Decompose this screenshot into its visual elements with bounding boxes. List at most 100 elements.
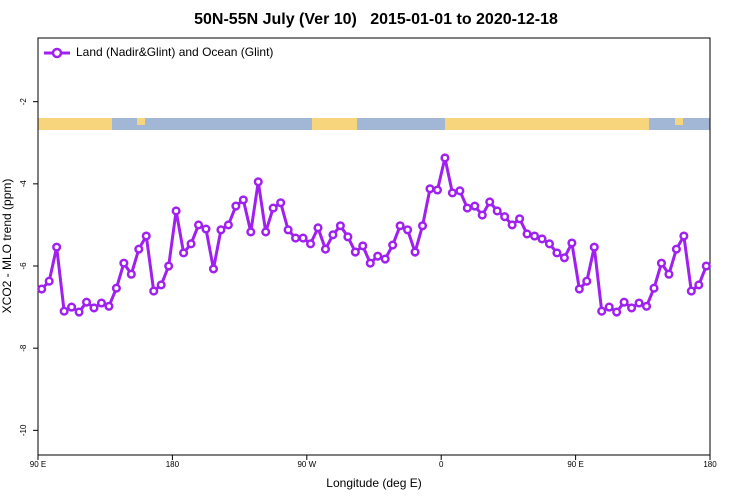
data-point xyxy=(149,286,159,296)
data-point xyxy=(343,232,353,242)
data-point xyxy=(37,284,47,294)
data-point xyxy=(544,239,555,249)
data-point xyxy=(320,244,331,254)
data-point xyxy=(81,297,92,307)
land-band xyxy=(575,118,649,130)
data-point xyxy=(305,239,316,249)
data-point xyxy=(380,254,390,264)
data-point xyxy=(373,251,383,261)
data-point xyxy=(462,203,472,213)
data-point xyxy=(111,283,121,293)
data-point xyxy=(477,210,487,220)
y-tick-label: -2 xyxy=(19,98,28,106)
data-point xyxy=(253,177,263,187)
x-tick-label: 0 xyxy=(439,460,444,469)
data-point xyxy=(671,244,681,254)
data-point xyxy=(410,247,420,257)
data-point xyxy=(432,185,443,195)
data-point xyxy=(582,276,592,286)
land-band xyxy=(312,118,357,130)
data-point xyxy=(246,227,256,237)
data-point xyxy=(223,220,233,230)
data-point xyxy=(425,184,435,194)
y-axis-label: XCO2 - MLO trend (ppm) xyxy=(0,179,14,314)
land-band xyxy=(38,118,112,130)
data-point xyxy=(283,225,293,235)
data-point xyxy=(298,233,308,243)
data-point xyxy=(492,206,502,216)
data-point xyxy=(417,221,428,231)
data-point xyxy=(201,224,211,234)
data-point xyxy=(529,231,540,241)
data-point xyxy=(179,248,189,258)
data-point xyxy=(589,242,599,252)
data-point xyxy=(276,198,286,208)
data-point xyxy=(164,261,174,271)
data-point xyxy=(634,298,644,308)
data-point xyxy=(156,280,166,290)
data-point xyxy=(96,298,107,308)
x-tick-label: 90 E xyxy=(30,460,46,469)
data-point xyxy=(679,231,689,241)
data-point xyxy=(515,214,525,224)
land-band xyxy=(445,118,575,130)
data-point xyxy=(485,197,495,207)
data-point xyxy=(119,258,129,268)
data-point xyxy=(649,283,659,293)
data-point xyxy=(126,269,136,279)
data-point xyxy=(447,188,457,198)
legend-marker xyxy=(51,47,63,59)
data-point xyxy=(67,302,77,312)
map-strip xyxy=(38,118,710,130)
data-point xyxy=(291,233,301,243)
data-point xyxy=(365,258,375,268)
data-point xyxy=(59,306,69,316)
data-point xyxy=(216,225,226,235)
data-point xyxy=(395,221,405,231)
y-tick-label: -4 xyxy=(19,180,28,188)
data-point xyxy=(656,258,667,268)
x-tick-label: 180 xyxy=(703,460,717,469)
data-point xyxy=(455,186,465,196)
data-point xyxy=(604,302,614,312)
data-point xyxy=(104,301,114,311)
data-point xyxy=(193,220,204,230)
data-point xyxy=(52,242,62,252)
data-point xyxy=(470,201,480,211)
data-point xyxy=(208,264,219,274)
x-axis-label: Longitude (deg E) xyxy=(326,476,421,490)
chart-title: 50N-55N July (Ver 10) 2015-01-01 to 2020… xyxy=(194,11,558,28)
data-point xyxy=(74,307,84,317)
data-point xyxy=(238,195,248,205)
plot-frame xyxy=(37,37,711,456)
data-point xyxy=(574,284,584,294)
data-point xyxy=(440,153,450,163)
data-point xyxy=(231,201,241,211)
data-point xyxy=(186,239,196,249)
data-point xyxy=(627,303,637,313)
data-point xyxy=(335,221,345,231)
legend-label: Land (Nadir&Glint) and Ocean (Glint) xyxy=(76,45,273,59)
land-band xyxy=(137,118,145,125)
data-point xyxy=(261,227,271,237)
data-point xyxy=(500,212,510,222)
data-point xyxy=(664,269,674,279)
data-point xyxy=(522,229,532,239)
x-tick-label: 180 xyxy=(166,460,180,469)
data-point xyxy=(141,231,151,241)
y-tick-label: -8 xyxy=(19,344,28,352)
data-point xyxy=(597,306,607,316)
data-point xyxy=(171,206,181,216)
data-line xyxy=(40,157,708,315)
data-point xyxy=(559,253,569,263)
data-point xyxy=(701,261,711,271)
data-point xyxy=(641,301,652,311)
data-point xyxy=(612,307,622,317)
data-point xyxy=(358,241,368,251)
data-point xyxy=(403,225,413,235)
data-point xyxy=(44,276,54,286)
data-point xyxy=(328,230,338,240)
data-point xyxy=(552,248,562,258)
x-tick-label: 90 E xyxy=(567,460,583,469)
